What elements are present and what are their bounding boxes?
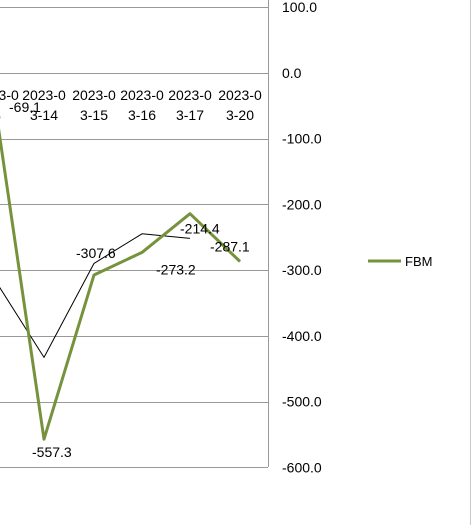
x-tick-label-line2: 3 bbox=[0, 107, 1, 123]
y-tick-label: -100.0 bbox=[282, 131, 322, 147]
y-tick-label: -300.0 bbox=[282, 262, 322, 278]
x-tick-label: 2023-0 3-17 bbox=[168, 87, 212, 123]
x-tick-label-line2: 3-17 bbox=[176, 107, 204, 123]
data-label: -273.2 bbox=[156, 261, 196, 277]
data-label: -287.1 bbox=[210, 239, 250, 255]
y-tick-label: 100.0 bbox=[282, 0, 317, 15]
legend: FBM bbox=[368, 254, 432, 269]
data-label: -69.1 bbox=[9, 99, 41, 115]
x-tick-label-line2: 3-16 bbox=[128, 107, 156, 123]
series-lines bbox=[0, 118, 240, 439]
y-tick-label: 0.0 bbox=[282, 65, 302, 81]
data-label: -307.6 bbox=[76, 245, 116, 261]
x-tick-label-line1: 2023-0 bbox=[72, 87, 116, 103]
x-tick-label-line1: 2023-0 bbox=[120, 87, 164, 103]
x-tick-label-line1: 2023-0 bbox=[218, 87, 262, 103]
x-tick-label-line1: 2023-0 bbox=[168, 87, 212, 103]
data-label: -214.4 bbox=[180, 221, 220, 237]
y-tick-label: -400.0 bbox=[282, 328, 322, 344]
legend-label-fbm: FBM bbox=[405, 254, 432, 269]
y-tick-label: -600.0 bbox=[282, 459, 322, 475]
series-line-fbm bbox=[0, 118, 240, 439]
x-tick-label-line2: 3-15 bbox=[80, 107, 108, 123]
y-tick-label: -200.0 bbox=[282, 196, 322, 212]
x-tick-label: 2023-0 3-15 bbox=[72, 87, 116, 123]
x-tick-label-line2: 3-20 bbox=[226, 107, 254, 123]
x-tick-label: 2023-0 3-20 bbox=[218, 87, 262, 123]
y-axis-tick-labels: 100.0 0.0 -100.0 -200.0 -300.0 -400.0 -500.0 -6… bbox=[282, 0, 322, 475]
gridlines bbox=[0, 0, 269, 468]
y-tick-label: -500.0 bbox=[282, 394, 322, 410]
data-labels: -69.1 -557.3 -307.6 -273.2 -214.4 -287.1 bbox=[9, 99, 250, 460]
data-label: -557.3 bbox=[32, 444, 72, 460]
x-tick-label: 2023-0 3-16 bbox=[120, 87, 164, 123]
